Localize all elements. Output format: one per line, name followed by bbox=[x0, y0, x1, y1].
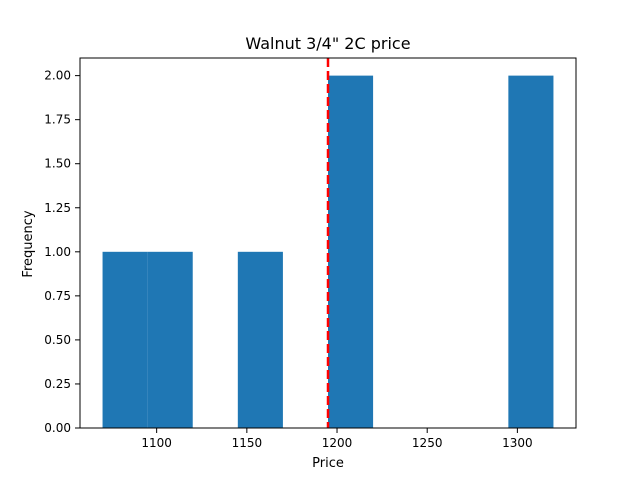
ticks-layer: 1100 1150 1200 1250 1300 0.00 0.25 0.50 0.75 1.00… bbox=[44, 69, 532, 450]
y-tick-label: 0.75 bbox=[44, 289, 71, 303]
histogram-bar bbox=[147, 251, 193, 428]
y-tick-label: 0.25 bbox=[44, 377, 71, 391]
plot-frame bbox=[79, 57, 577, 429]
x-tick-label: 1200 bbox=[322, 436, 353, 450]
x-tick-label: 1100 bbox=[141, 436, 172, 450]
y-tick-label: 1.50 bbox=[44, 157, 71, 171]
y-tick-label: 1.00 bbox=[44, 245, 71, 259]
histogram-bar bbox=[328, 75, 374, 429]
y-tick-label: 0.50 bbox=[44, 333, 71, 347]
x-tick-label: 1150 bbox=[232, 436, 263, 450]
chart-title: Walnut 3/4" 2C price bbox=[245, 34, 410, 53]
histogram-bar bbox=[508, 75, 554, 429]
histogram-bar bbox=[102, 251, 148, 428]
y-tick-label: 1.25 bbox=[44, 201, 71, 215]
y-tick-label: 2.00 bbox=[44, 69, 71, 83]
x-tick-label: 1250 bbox=[412, 436, 443, 450]
histogram-bar bbox=[237, 251, 283, 428]
x-axis-label: Price bbox=[312, 456, 344, 471]
y-tick-label: 0.00 bbox=[44, 421, 71, 435]
bars-layer bbox=[102, 75, 554, 429]
y-axis-label: Frequency bbox=[21, 210, 36, 277]
y-tick-label: 1.75 bbox=[44, 113, 71, 127]
x-tick-label: 1300 bbox=[502, 436, 533, 450]
axes-layer bbox=[79, 57, 577, 429]
